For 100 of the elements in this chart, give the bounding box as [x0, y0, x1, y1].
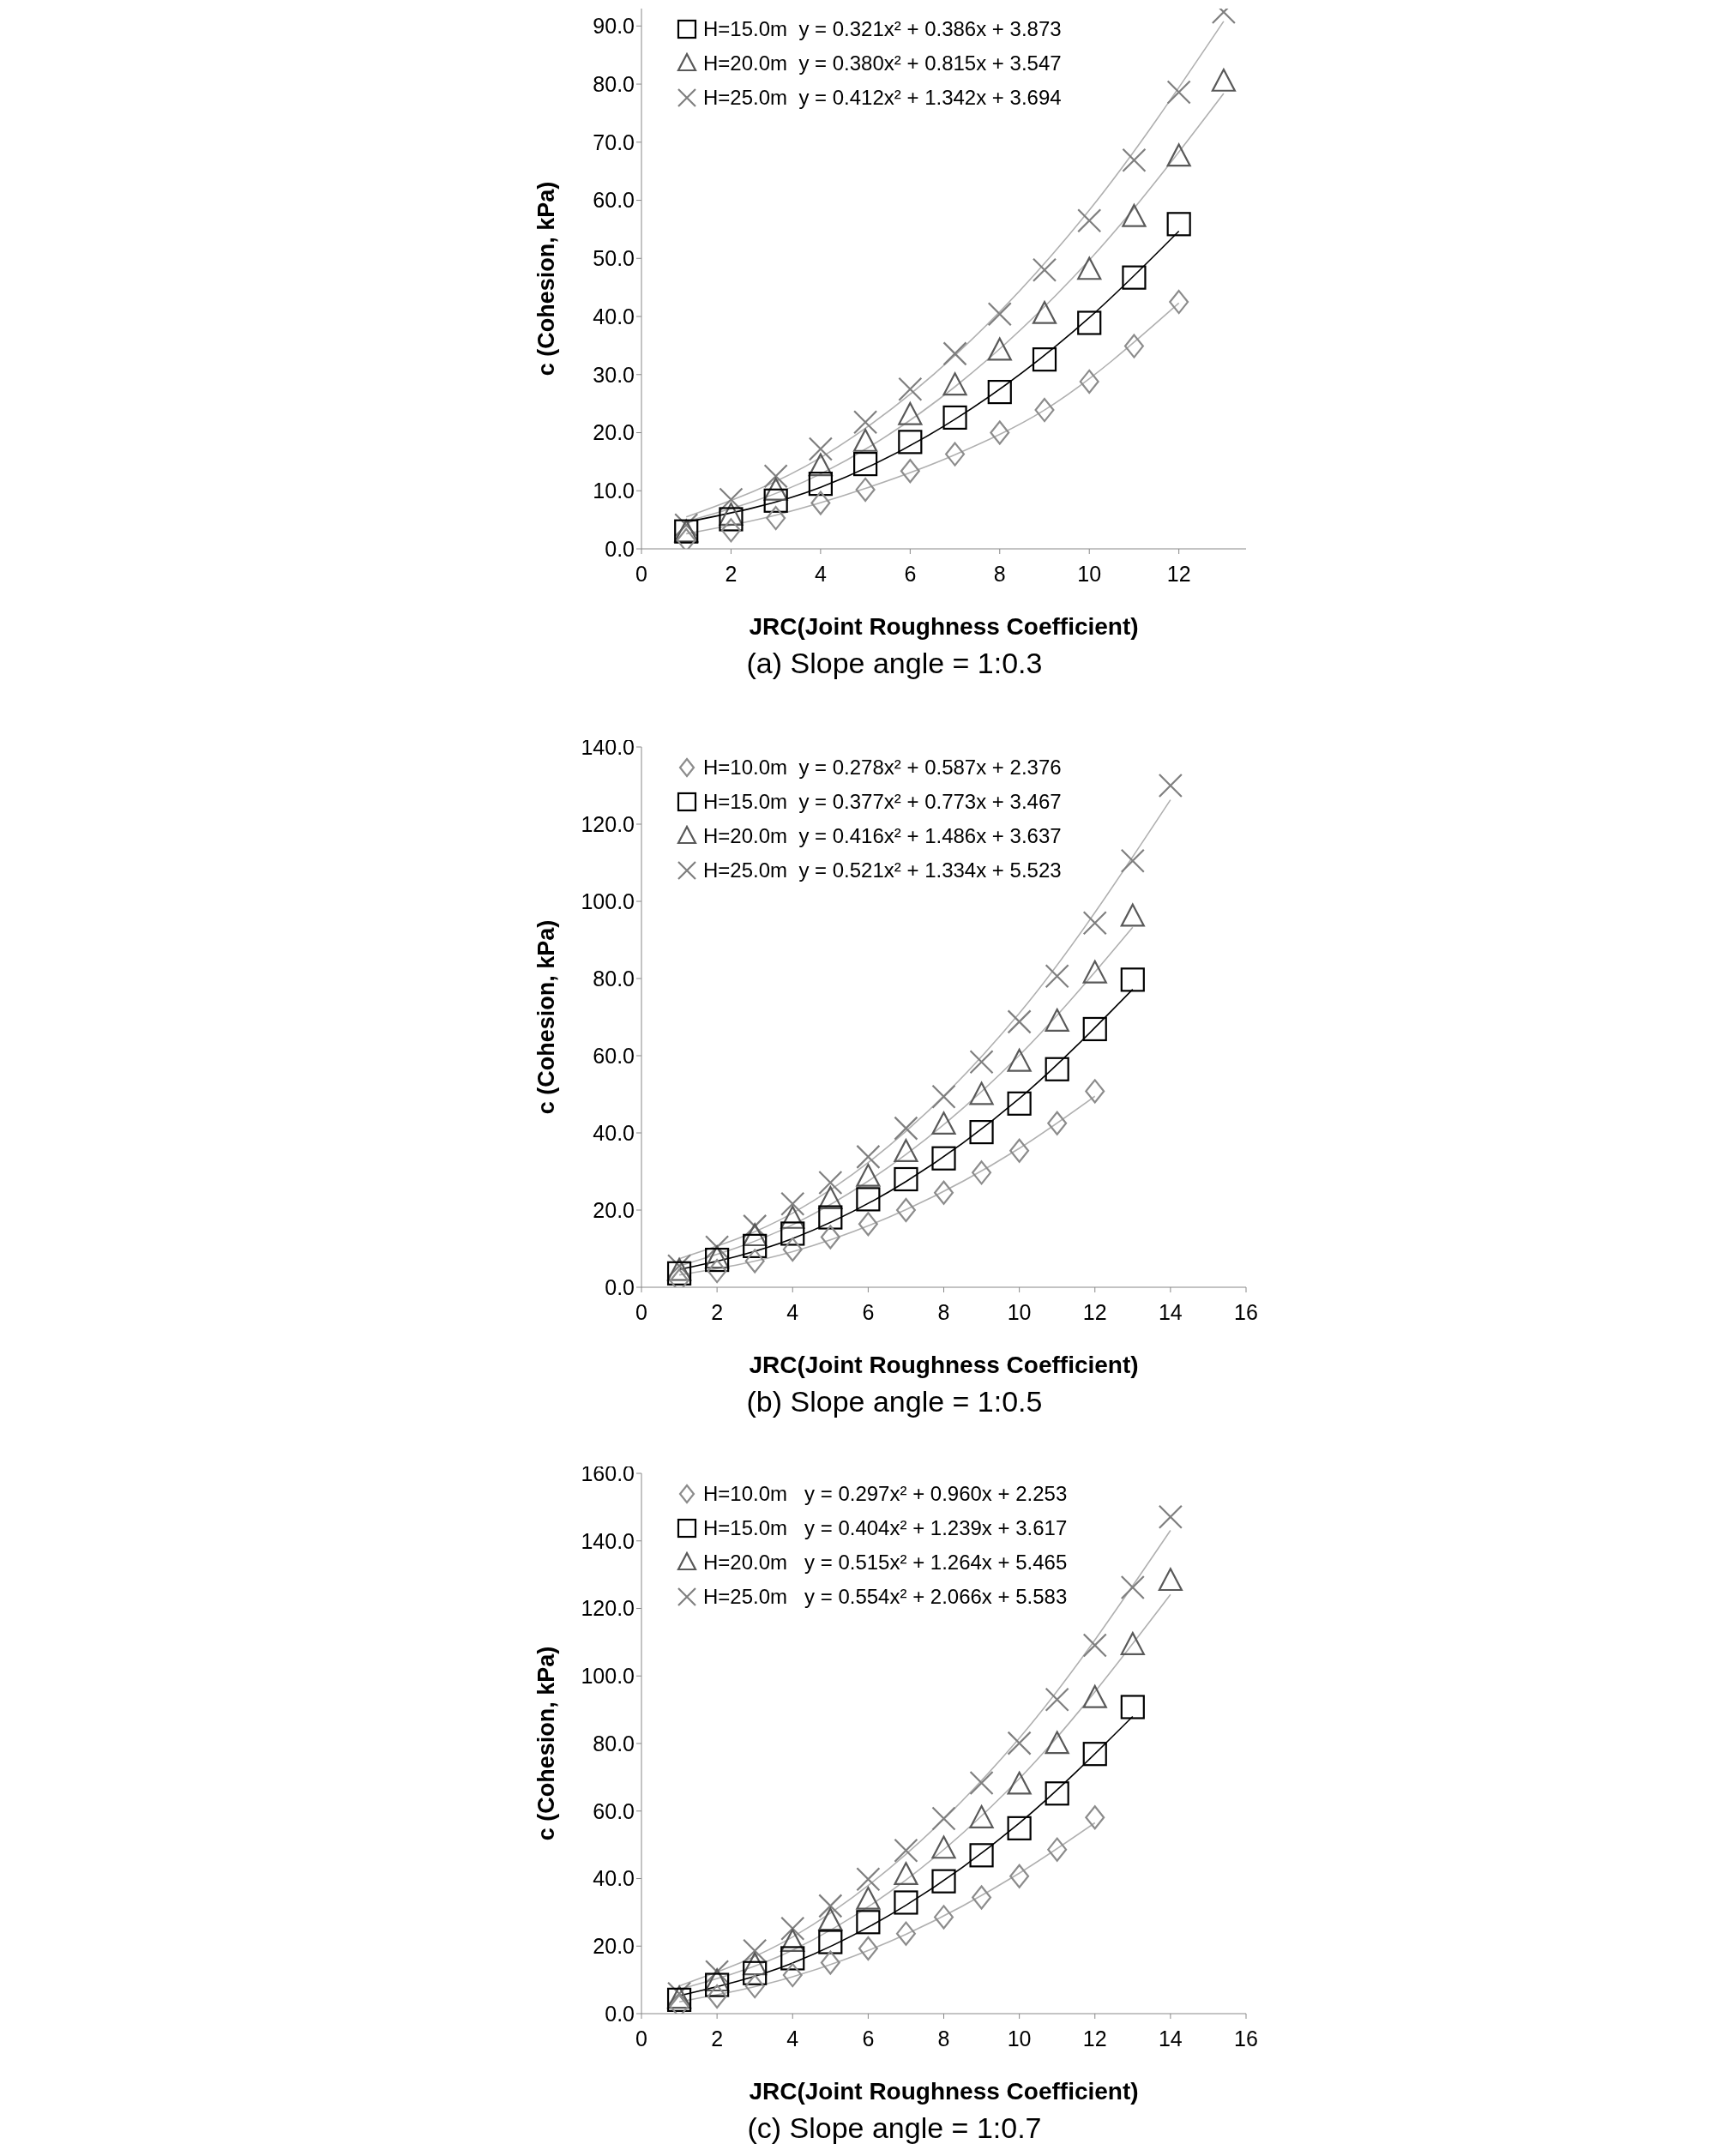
point	[1007, 1731, 1032, 1756]
point	[782, 1237, 803, 1262]
y-tick-label: 80.0	[593, 966, 635, 991]
legend-label: H=10.0m y = 0.278x² + 0.587x + 2.376	[703, 756, 1062, 780]
point	[1077, 208, 1102, 233]
point	[820, 1950, 840, 1975]
point	[818, 1894, 843, 1918]
point	[763, 488, 788, 513]
legend-label: H=20.0m y = 0.416x² + 1.486x + 3.637	[703, 824, 1062, 848]
point	[1120, 848, 1145, 873]
point	[743, 1938, 768, 1963]
x-tick-label: 0	[635, 2026, 647, 2051]
point	[1009, 1864, 1030, 1888]
point	[1047, 1111, 1068, 1135]
point	[931, 1806, 956, 1831]
point	[1077, 256, 1102, 280]
point	[856, 1867, 881, 1892]
x-tick-label: 4	[786, 1299, 799, 1324]
point	[743, 1223, 768, 1247]
point	[969, 1081, 994, 1105]
point	[1166, 143, 1191, 167]
x-tick-label: 12	[1166, 561, 1191, 586]
point	[1122, 265, 1147, 290]
point	[894, 1139, 918, 1162]
point	[856, 1187, 881, 1212]
point	[1120, 1575, 1145, 1600]
point	[1120, 967, 1145, 992]
point	[987, 302, 1012, 327]
point	[666, 1261, 692, 1286]
point	[972, 1160, 992, 1185]
y-tick-label: 100.0	[581, 1664, 635, 1689]
point	[780, 1191, 805, 1216]
y-tick-label: 50.0	[593, 246, 635, 271]
point	[1007, 1009, 1032, 1034]
y-tick-label: 20.0	[593, 1934, 635, 1959]
point	[810, 491, 831, 515]
point	[1045, 1057, 1069, 1081]
y-tick-label: 140.0	[581, 1528, 635, 1553]
point	[972, 1885, 992, 1910]
x-axis-title: JRC(Joint Roughness Coefficient)	[749, 1352, 1139, 1378]
point	[1082, 960, 1107, 984]
x-tick-label: 4	[814, 561, 827, 586]
x-tick-label: 6	[862, 1299, 875, 1324]
point	[705, 1972, 730, 1997]
y-tick-label: 60.0	[593, 188, 635, 213]
legend-label: H=25.0m y = 0.554x² + 2.066x + 5.583	[703, 1585, 1068, 1609]
point	[894, 1166, 918, 1192]
point	[744, 1249, 765, 1274]
point	[780, 1929, 805, 1953]
y-tick-label: 30.0	[593, 362, 635, 387]
point	[705, 1960, 730, 1984]
point	[1166, 212, 1191, 237]
legend-label: H=15.0m y = 0.377x² + 0.773x + 3.467	[703, 790, 1062, 814]
x-tick-label: 8	[993, 561, 1006, 586]
point	[931, 1835, 956, 1859]
point	[931, 1146, 956, 1171]
y-tick-label: 0.0	[605, 536, 635, 561]
point	[1007, 1091, 1032, 1116]
point	[818, 1930, 843, 1954]
y-tick-label: 160.0	[581, 1460, 635, 1485]
point	[1122, 203, 1147, 227]
point	[1045, 1781, 1069, 1806]
x-tick-label: 10	[1007, 2026, 1032, 2051]
point	[1045, 964, 1069, 989]
point	[1045, 1687, 1069, 1712]
point	[1077, 310, 1102, 335]
point	[894, 1862, 918, 1886]
point	[1007, 1771, 1032, 1795]
point	[818, 1170, 843, 1195]
point	[1120, 1632, 1145, 1655]
legend-label: H=10.0m y = 0.297x² + 0.960x + 2.253	[703, 1482, 1068, 1506]
point	[1122, 148, 1147, 172]
point	[743, 1960, 768, 1985]
x-tick-label: 16	[1234, 2026, 1258, 2051]
legend-label: H=15.0m y = 0.404x² + 1.239x + 3.617	[703, 1516, 1068, 1540]
point	[743, 1952, 768, 1976]
point	[743, 1233, 768, 1258]
point	[1082, 1742, 1107, 1767]
point	[987, 337, 1012, 361]
point	[818, 1907, 843, 1931]
y-axis-title: c (Cohesion, kPa)	[533, 181, 559, 376]
point	[1158, 773, 1183, 798]
legend-label: H=25.0m y = 0.521x² + 1.334x + 5.523	[703, 858, 1062, 882]
point	[705, 1235, 730, 1260]
point	[705, 1968, 730, 1992]
text: (a) Slope angle = 1:0.3	[745, 647, 1044, 680]
y-tick-label: 90.0	[593, 14, 635, 39]
point	[719, 487, 744, 512]
point	[719, 507, 744, 532]
point	[1034, 398, 1055, 423]
point	[898, 430, 923, 455]
legend-label: H=20.0m y = 0.380x² + 0.815x + 3.547	[703, 51, 1062, 75]
point	[856, 1163, 881, 1187]
y-tick-label: 60.0	[593, 1043, 635, 1068]
x-tick-label: 2	[725, 561, 738, 586]
point	[990, 420, 1010, 445]
x-tick-label: 2	[711, 1299, 724, 1324]
y-axis-title: c (Cohesion, kPa)	[533, 1646, 559, 1841]
point	[895, 1921, 916, 1946]
y-tick-label: 140.0	[581, 734, 635, 759]
